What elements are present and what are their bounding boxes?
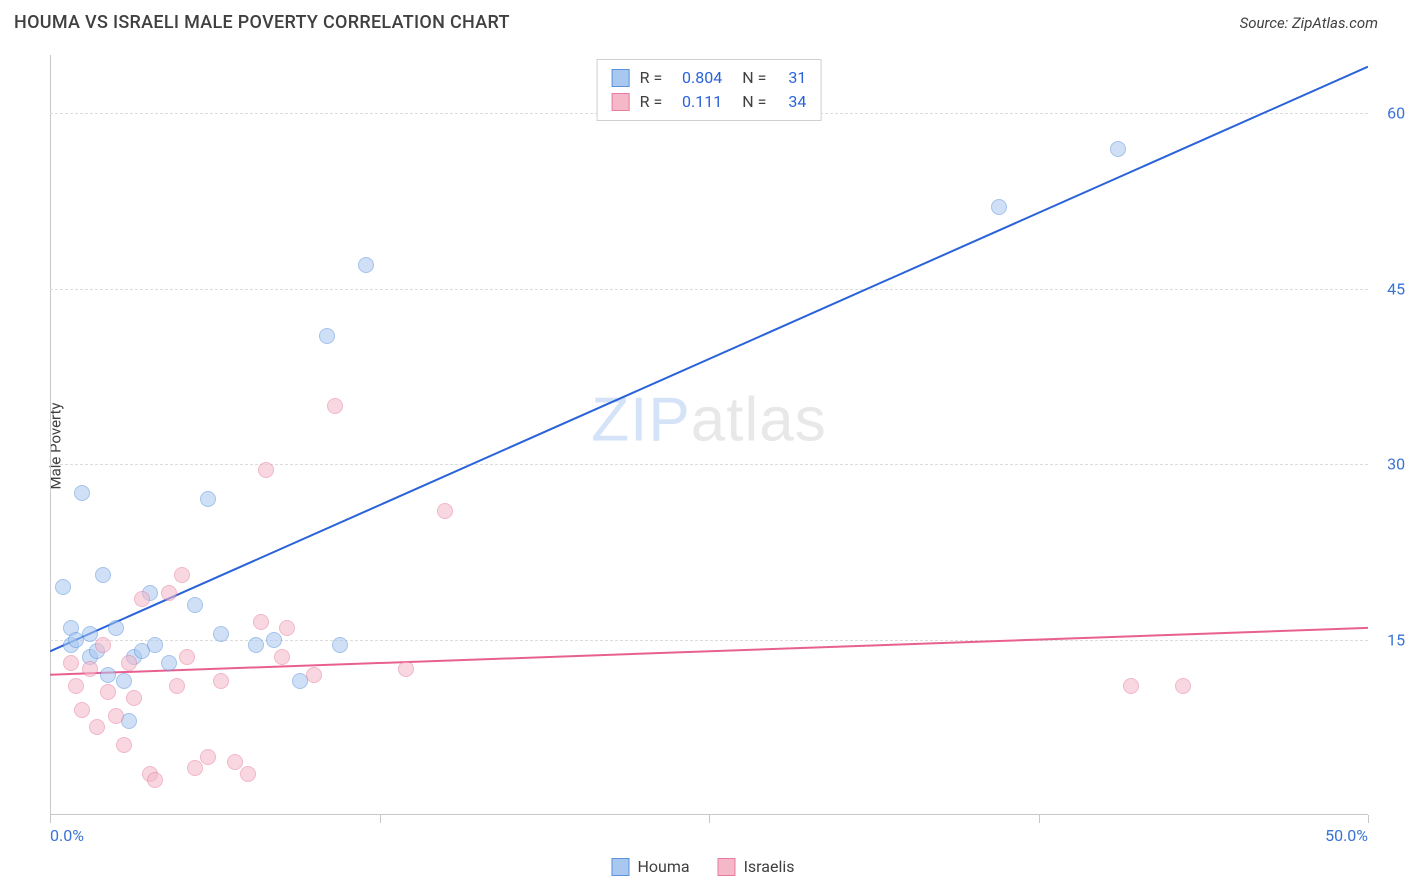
data-point (95, 637, 111, 653)
legend-series-name: Israelis (744, 857, 795, 876)
data-point (100, 667, 116, 683)
data-point (134, 591, 150, 607)
x-tick (1368, 815, 1369, 823)
plot-area: ZIPatlas 15.0%30.0%45.0%60.0%0.0%50.0% (50, 55, 1368, 815)
y-tick-label: 60.0% (1387, 104, 1406, 123)
n-label: N = (742, 66, 766, 90)
data-point (248, 637, 264, 653)
data-point (306, 667, 322, 683)
data-point (116, 737, 132, 753)
legend-swatch (611, 858, 629, 876)
data-point (991, 199, 1007, 215)
n-value: 34 (776, 90, 806, 114)
data-point (398, 661, 414, 677)
stat-legend-row: R = 0.804 N = 31 (612, 66, 807, 90)
r-value: 0.111 (672, 90, 722, 114)
data-point (108, 620, 124, 636)
watermark-atlas: atlas (691, 385, 827, 454)
data-point (179, 649, 195, 665)
data-point (121, 655, 137, 671)
stat-legend-box: R = 0.804 N = 31 R = 0.111 N = 34 (597, 59, 822, 121)
data-point (74, 485, 90, 501)
data-point (227, 754, 243, 770)
x-tick (50, 815, 51, 823)
data-point (187, 760, 203, 776)
data-point (161, 585, 177, 601)
x-tick (709, 815, 710, 823)
trendlines (50, 55, 1368, 815)
chart-title: HOUMA VS ISRAELI MALE POVERTY CORRELATIO… (14, 12, 510, 33)
data-point (213, 673, 229, 689)
data-point (55, 579, 71, 595)
data-point (266, 632, 282, 648)
data-point (89, 719, 105, 735)
data-point (332, 637, 348, 653)
x-tick-label: 50.0% (1325, 826, 1368, 845)
x-tick (380, 815, 381, 823)
data-point (279, 620, 295, 636)
legend-swatch (612, 69, 630, 87)
data-point (274, 649, 290, 665)
data-point (147, 637, 163, 653)
data-point (169, 678, 185, 694)
data-point (1110, 141, 1126, 157)
data-point (116, 673, 132, 689)
r-value: 0.804 (672, 66, 722, 90)
legend-item: Houma (611, 857, 689, 876)
data-point (240, 766, 256, 782)
r-label: R = (640, 90, 663, 114)
data-point (200, 749, 216, 765)
data-point (108, 708, 124, 724)
gridline (50, 289, 1368, 290)
x-tick-label: 0.0% (50, 826, 84, 845)
data-point (437, 503, 453, 519)
y-tick-label: 30.0% (1387, 455, 1406, 474)
data-point (100, 684, 116, 700)
data-point (82, 626, 98, 642)
legend-swatch (612, 93, 630, 111)
n-label: N = (742, 90, 766, 114)
data-point (358, 257, 374, 273)
data-point (82, 661, 98, 677)
stat-legend-row: R = 0.111 N = 34 (612, 90, 807, 114)
data-point (126, 690, 142, 706)
data-point (74, 702, 90, 718)
series-legend: Houma Israelis (611, 857, 794, 876)
y-tick-label: 45.0% (1387, 279, 1406, 298)
x-tick (1039, 815, 1040, 823)
data-point (258, 462, 274, 478)
legend-series-name: Houma (637, 857, 689, 876)
data-point (174, 567, 190, 583)
data-point (1123, 678, 1139, 694)
data-point (161, 655, 177, 671)
data-point (187, 597, 203, 613)
data-point (200, 491, 216, 507)
data-point (147, 772, 163, 788)
data-point (253, 614, 269, 630)
y-tick-label: 15.0% (1387, 630, 1406, 649)
trend-line (50, 67, 1368, 652)
watermark-zip: ZIP (591, 385, 690, 454)
y-axis-line (50, 55, 51, 815)
watermark: ZIPatlas (591, 384, 826, 455)
legend-item: Israelis (718, 857, 795, 876)
gridline (50, 464, 1368, 465)
data-point (95, 567, 111, 583)
data-point (68, 678, 84, 694)
n-value: 31 (776, 66, 806, 90)
data-point (327, 398, 343, 414)
data-point (319, 328, 335, 344)
data-point (1175, 678, 1191, 694)
trend-line (50, 628, 1368, 675)
legend-swatch (718, 858, 736, 876)
data-point (63, 655, 79, 671)
r-label: R = (640, 66, 663, 90)
scatter-plot: ZIPatlas 15.0%30.0%45.0%60.0%0.0%50.0% R… (50, 55, 1368, 815)
source-label: Source: ZipAtlas.com (1240, 14, 1378, 32)
data-point (213, 626, 229, 642)
